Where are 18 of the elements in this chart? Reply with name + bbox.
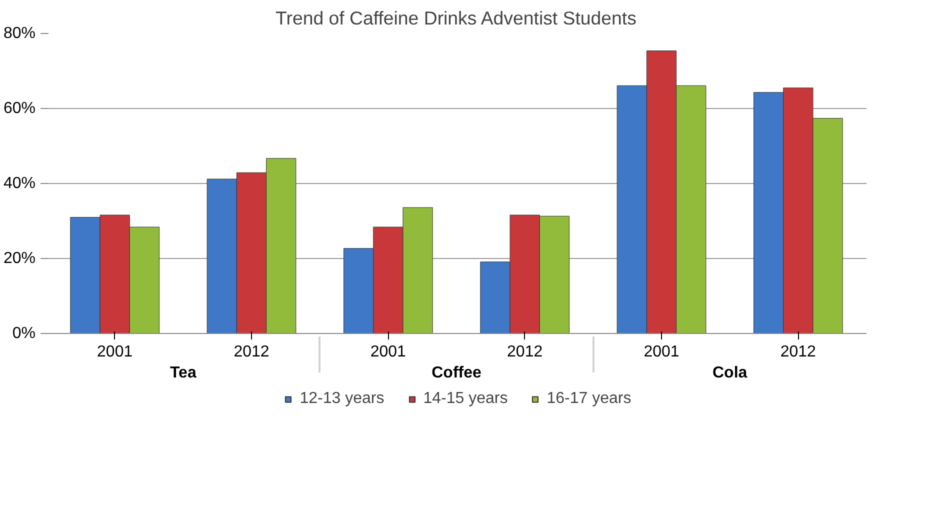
legend-label: 14-15 years	[423, 390, 508, 408]
text: Tea	[170, 364, 196, 382]
x-tick-label: 2001	[97, 344, 133, 360]
legend-label: 12-13 years	[300, 390, 384, 408]
chart-title: Trend of Caffeine Drinks Adventist Students	[276, 8, 636, 28]
y-tick-label: 60%	[3, 100, 36, 117]
y-tick-label: 20%	[3, 250, 36, 267]
x-tick-label: 2012	[234, 344, 270, 360]
y-tick-label: 80%	[3, 25, 36, 42]
x-tick-label: 2012	[507, 344, 543, 360]
legend-label: 16-17 years	[546, 390, 632, 408]
y-tick-label: 40%	[3, 175, 36, 192]
text: Coffee	[432, 364, 482, 382]
text: Cola	[712, 364, 748, 382]
x-tick-label: 2001	[644, 344, 680, 360]
y-tick-label: 0%	[12, 325, 36, 342]
x-tick-label: 2001	[370, 344, 406, 360]
x-tick-label: 2012	[780, 344, 816, 360]
